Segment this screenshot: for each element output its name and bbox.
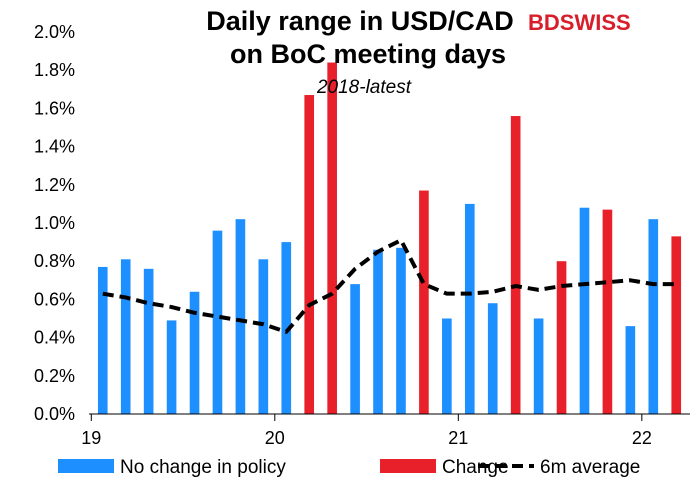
- bar-no-change: [373, 249, 383, 414]
- bar-no-change: [120, 259, 131, 414]
- bar-change: [602, 209, 613, 414]
- chart-title-line-2: on BoC meeting days: [230, 39, 506, 69]
- bar-change: [510, 116, 521, 414]
- y-tick-label: 1.4%: [34, 137, 75, 157]
- bar-no-change: [464, 203, 475, 414]
- chart-title-line-1: Daily range in USD/CAD: [206, 6, 514, 36]
- bar-no-change: [212, 230, 223, 414]
- legend-label-no-change: No change in policy: [120, 457, 286, 478]
- bar-no-change: [235, 219, 246, 414]
- logo-text: BDSWISS: [528, 10, 631, 35]
- bar-no-change: [487, 303, 498, 414]
- bar-no-change: [648, 219, 659, 414]
- y-tick-label: 1.8%: [34, 60, 75, 80]
- bar-change: [671, 236, 682, 414]
- x-tick-label: 22: [632, 428, 652, 448]
- bar-change: [419, 190, 429, 414]
- y-tick-label: 0.2%: [34, 366, 75, 386]
- y-tick-label: 0.6%: [34, 289, 75, 309]
- x-axis: 19 20 21 22: [81, 413, 690, 448]
- legend-swatch-no-change: [58, 459, 114, 473]
- bdswiss-logo: BDSWISS: [528, 10, 631, 35]
- bar-no-change: [396, 247, 406, 414]
- bar-no-change: [166, 320, 177, 414]
- y-tick-label: 0.0%: [34, 404, 75, 424]
- chart-subtitle: 2018-latest: [316, 77, 412, 98]
- x-tick-label: 21: [448, 428, 468, 448]
- bar-no-change: [281, 242, 292, 414]
- y-tick-label: 0.4%: [34, 328, 75, 348]
- bar-no-change: [97, 266, 108, 414]
- bar-no-change: [442, 318, 452, 414]
- bar-change: [327, 62, 337, 415]
- y-axis: 0.0% 0.2% 0.4% 0.6% 0.8% 1.0% 1.2% 1.4% 1.6% 1.8%…: [34, 22, 75, 424]
- bar-no-change: [625, 326, 636, 414]
- average-series-line: [102, 238, 677, 334]
- bar-no-change: [143, 268, 154, 414]
- bar-no-change: [350, 284, 360, 414]
- bar-change: [304, 95, 315, 414]
- bar-no-change: [533, 318, 544, 414]
- bars: [97, 62, 682, 415]
- bar-no-change: [579, 207, 590, 414]
- legend: No change in policy Change 6m average: [58, 457, 640, 478]
- x-tick-label: 19: [81, 428, 101, 448]
- y-tick-label: 2.0%: [34, 22, 75, 42]
- bar-change: [556, 261, 567, 414]
- legend-label-average: 6m average: [540, 457, 640, 478]
- legend-swatch-change: [380, 459, 436, 473]
- average-line: [102, 238, 677, 334]
- y-tick-label: 0.8%: [34, 251, 75, 271]
- x-tick-label: 20: [265, 428, 285, 448]
- y-tick-label: 1.6%: [34, 98, 75, 118]
- y-tick-label: 1.0%: [34, 213, 75, 233]
- y-tick-label: 1.2%: [34, 175, 75, 195]
- legend-label-change: Change: [442, 457, 509, 478]
- bar-no-change: [258, 259, 269, 414]
- bar-no-change: [189, 291, 200, 414]
